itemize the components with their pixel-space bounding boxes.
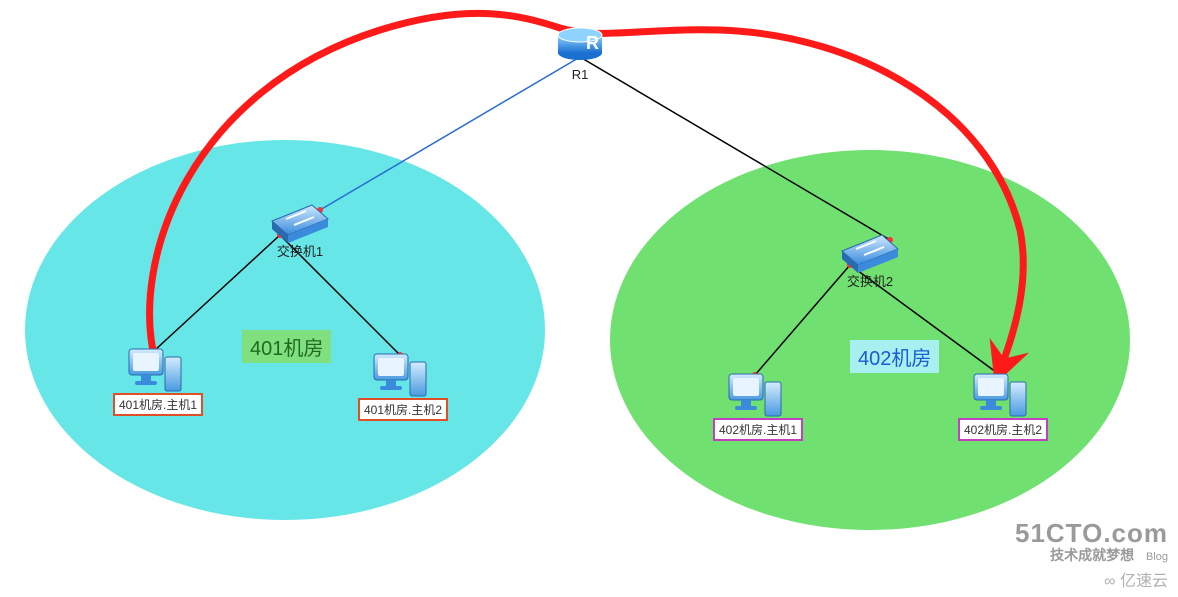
switch-label: 交换机2 bbox=[847, 271, 893, 290]
host-label: 402机房.主机1 bbox=[713, 418, 803, 441]
host-label: 401机房.主机1 bbox=[113, 393, 203, 416]
router-icon: R bbox=[558, 28, 602, 60]
host-label: 401机房.主机2 bbox=[358, 398, 448, 421]
router-label: R1 bbox=[572, 67, 589, 82]
topology-svg: R bbox=[0, 0, 1178, 597]
diagram-canvas: R 51CTO.com 技术成就梦想 Blog ∞ 亿速云 R1交换机1交换机2… bbox=[0, 0, 1178, 597]
region-401-label: 401机房 bbox=[242, 330, 331, 363]
host-label: 402机房.主机2 bbox=[958, 418, 1048, 441]
svg-text:R: R bbox=[586, 33, 599, 53]
region-402-label: 402机房 bbox=[850, 340, 939, 373]
switch-label: 交换机1 bbox=[277, 241, 323, 260]
